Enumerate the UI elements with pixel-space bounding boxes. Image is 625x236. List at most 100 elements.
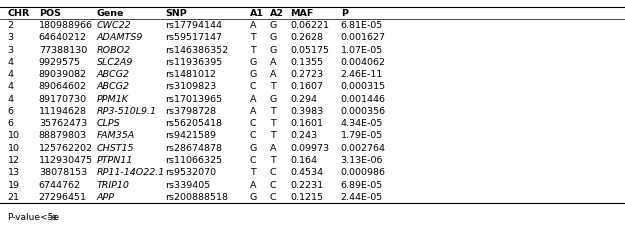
Text: 0.002764: 0.002764	[341, 144, 386, 153]
Text: rs28674878: rs28674878	[166, 144, 222, 153]
Text: 0.2723: 0.2723	[290, 70, 323, 79]
Text: G: G	[250, 193, 258, 202]
Text: 35762473: 35762473	[39, 119, 87, 128]
Text: 0.2628: 0.2628	[290, 33, 323, 42]
Text: 0.001446: 0.001446	[341, 95, 386, 104]
Text: ROBO2: ROBO2	[97, 46, 131, 55]
Text: rs11066325: rs11066325	[166, 156, 222, 165]
Text: A2: A2	[270, 9, 284, 18]
Text: 6: 6	[8, 119, 14, 128]
Text: 0.001627: 0.001627	[341, 33, 386, 42]
Text: 0.004062: 0.004062	[341, 58, 386, 67]
Text: 0.000986: 0.000986	[341, 168, 386, 177]
Text: 0.164: 0.164	[290, 156, 317, 165]
Text: APP: APP	[97, 193, 115, 202]
Text: CHR: CHR	[8, 9, 30, 18]
Text: −8: −8	[46, 215, 57, 221]
Text: C: C	[270, 168, 277, 177]
Text: G: G	[270, 21, 278, 30]
Text: 2: 2	[8, 21, 14, 30]
Text: C: C	[270, 193, 277, 202]
Text: 0.06221: 0.06221	[290, 21, 329, 30]
Text: T: T	[270, 131, 276, 140]
Text: ADAMTS9: ADAMTS9	[97, 33, 143, 42]
Text: 89170730: 89170730	[39, 95, 87, 104]
Text: 6: 6	[8, 107, 14, 116]
Text: 0.4534: 0.4534	[290, 168, 323, 177]
Text: rs3109823: rs3109823	[166, 82, 217, 91]
Text: G: G	[250, 70, 258, 79]
Text: rs1481012: rs1481012	[166, 70, 217, 79]
Text: 1.79E-05: 1.79E-05	[341, 131, 383, 140]
Text: PTPN11: PTPN11	[97, 156, 133, 165]
Text: T: T	[270, 107, 276, 116]
Text: RP11-14O22.1: RP11-14O22.1	[97, 168, 165, 177]
Text: T: T	[270, 119, 276, 128]
Text: rs59517147: rs59517147	[166, 33, 222, 42]
Text: A: A	[270, 144, 276, 153]
Text: rs56205418: rs56205418	[166, 119, 222, 128]
Text: 0.09973: 0.09973	[290, 144, 329, 153]
Text: rs339405: rs339405	[166, 181, 211, 190]
Text: PPM1K: PPM1K	[97, 95, 129, 104]
Text: 9929575: 9929575	[39, 58, 81, 67]
Text: A: A	[250, 107, 256, 116]
Text: 38078153: 38078153	[39, 168, 87, 177]
Text: 125762202: 125762202	[39, 144, 92, 153]
Text: 0.243: 0.243	[290, 131, 317, 140]
Text: 0.3983: 0.3983	[290, 107, 323, 116]
Text: rs146386352: rs146386352	[166, 46, 229, 55]
Text: SLC2A9: SLC2A9	[97, 58, 133, 67]
Text: 10: 10	[8, 144, 19, 153]
Text: rs17013965: rs17013965	[166, 95, 222, 104]
Text: 77388130: 77388130	[39, 46, 87, 55]
Text: 112930475: 112930475	[39, 156, 93, 165]
Text: T: T	[270, 82, 276, 91]
Text: C: C	[250, 156, 257, 165]
Text: 64640212: 64640212	[39, 33, 87, 42]
Text: 0.1601: 0.1601	[290, 119, 323, 128]
Text: T: T	[250, 33, 256, 42]
Text: 0.000356: 0.000356	[341, 107, 386, 116]
Text: C: C	[250, 119, 257, 128]
Text: 89039082: 89039082	[39, 70, 87, 79]
Text: 10: 10	[8, 131, 19, 140]
Text: ABCG2: ABCG2	[97, 70, 130, 79]
Text: A: A	[250, 181, 256, 190]
Text: 19: 19	[8, 181, 19, 190]
Text: rs3798728: rs3798728	[166, 107, 217, 116]
Text: C: C	[250, 131, 257, 140]
Text: rs200888518: rs200888518	[166, 193, 229, 202]
Text: A: A	[270, 70, 276, 79]
Text: 4.34E-05: 4.34E-05	[341, 119, 383, 128]
Text: 21: 21	[8, 193, 19, 202]
Text: CHST15: CHST15	[97, 144, 134, 153]
Text: MAF: MAF	[290, 9, 313, 18]
Text: 3: 3	[8, 46, 14, 55]
Text: RP3-510L9.1: RP3-510L9.1	[97, 107, 157, 116]
Text: 4: 4	[8, 82, 14, 91]
Text: SNP: SNP	[166, 9, 188, 18]
Text: A1: A1	[250, 9, 264, 18]
Text: 89064602: 89064602	[39, 82, 87, 91]
Text: FAM35A: FAM35A	[97, 131, 135, 140]
Text: 180988966: 180988966	[39, 21, 92, 30]
Text: 88879803: 88879803	[39, 131, 87, 140]
Text: 3.13E-06: 3.13E-06	[341, 156, 383, 165]
Text: 3: 3	[8, 33, 14, 42]
Text: rs11936395: rs11936395	[166, 58, 223, 67]
Text: P: P	[341, 9, 348, 18]
Text: 0.2231: 0.2231	[290, 181, 323, 190]
Text: ABCG2: ABCG2	[97, 82, 130, 91]
Text: G: G	[250, 144, 258, 153]
Text: T: T	[250, 168, 256, 177]
Text: 4: 4	[8, 95, 14, 104]
Text: 4: 4	[8, 58, 14, 67]
Text: CLPS: CLPS	[97, 119, 121, 128]
Text: 11194628: 11194628	[39, 107, 87, 116]
Text: G: G	[270, 95, 278, 104]
Text: 0.000315: 0.000315	[341, 82, 386, 91]
Text: 0.1607: 0.1607	[290, 82, 323, 91]
Text: 6744762: 6744762	[39, 181, 81, 190]
Text: T: T	[270, 156, 276, 165]
